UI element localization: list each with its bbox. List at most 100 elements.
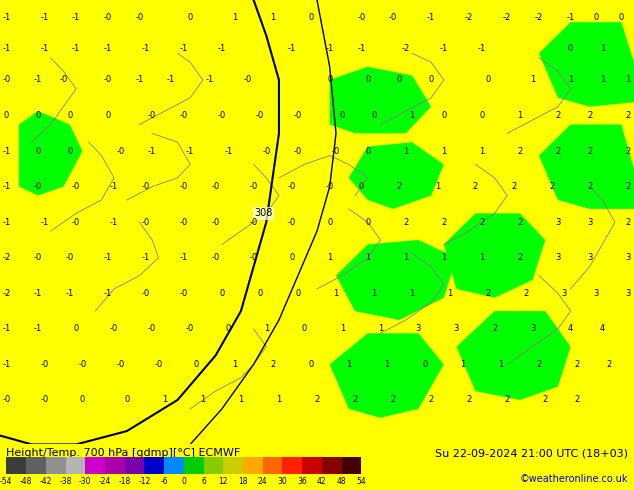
Text: 1: 1 <box>600 75 605 84</box>
Text: -0: -0 <box>389 13 398 22</box>
Text: 0: 0 <box>188 13 193 22</box>
Text: -1: -1 <box>427 13 436 22</box>
Text: -0: -0 <box>72 182 81 191</box>
Text: -1: -1 <box>179 253 188 262</box>
Text: 1: 1 <box>238 395 243 404</box>
Text: 2: 2 <box>492 324 497 333</box>
Text: -1: -1 <box>148 147 157 156</box>
Text: 1: 1 <box>625 75 630 84</box>
Text: -0: -0 <box>103 13 112 22</box>
Text: 1: 1 <box>460 360 465 369</box>
Text: -0: -0 <box>357 13 366 22</box>
Text: -0: -0 <box>287 218 296 227</box>
Text: Su 22-09-2024 21:00 UTC (18+03): Su 22-09-2024 21:00 UTC (18+03) <box>435 448 628 458</box>
Text: -1: -1 <box>110 218 119 227</box>
Text: -0: -0 <box>262 147 271 156</box>
Text: -1: -1 <box>477 45 486 53</box>
Text: 0: 0 <box>36 111 41 120</box>
Text: -18: -18 <box>119 477 131 486</box>
Text: -1: -1 <box>224 147 233 156</box>
Text: -1: -1 <box>65 289 74 298</box>
Text: -0: -0 <box>65 253 74 262</box>
Text: -1: -1 <box>72 45 81 53</box>
Polygon shape <box>539 22 634 107</box>
Text: -1: -1 <box>2 360 11 369</box>
Text: 3: 3 <box>593 289 598 298</box>
Text: 2: 2 <box>549 182 554 191</box>
Text: -42: -42 <box>39 477 52 486</box>
Text: -1: -1 <box>103 45 112 53</box>
Polygon shape <box>158 165 254 245</box>
Text: -0: -0 <box>40 360 49 369</box>
Polygon shape <box>178 4 349 89</box>
Text: -1: -1 <box>186 147 195 156</box>
Text: 1: 1 <box>448 289 453 298</box>
Text: -1: -1 <box>34 289 42 298</box>
Text: -1: -1 <box>2 218 11 227</box>
Text: 1: 1 <box>600 45 605 53</box>
Polygon shape <box>539 124 634 209</box>
Text: 0: 0 <box>422 360 427 369</box>
Polygon shape <box>317 0 634 444</box>
Text: 2: 2 <box>479 218 484 227</box>
Text: 3: 3 <box>416 324 421 333</box>
Text: -6: -6 <box>160 477 168 486</box>
Text: -0: -0 <box>72 218 81 227</box>
Text: 24: 24 <box>258 477 268 486</box>
Bar <box>26 457 46 474</box>
Text: 12: 12 <box>219 477 228 486</box>
Text: 1: 1 <box>232 13 237 22</box>
Text: 3: 3 <box>530 324 535 333</box>
Text: 0: 0 <box>124 395 129 404</box>
Text: 2: 2 <box>517 218 522 227</box>
Text: 0: 0 <box>365 218 370 227</box>
Text: -1: -1 <box>34 75 42 84</box>
Polygon shape <box>444 213 545 298</box>
Bar <box>145 457 164 474</box>
Text: ©weatheronline.co.uk: ©weatheronline.co.uk <box>519 474 628 484</box>
Text: 1: 1 <box>403 253 408 262</box>
Text: 2: 2 <box>625 182 630 191</box>
Text: 48: 48 <box>337 477 346 486</box>
Text: 0: 0 <box>181 477 186 486</box>
Text: -1: -1 <box>103 289 112 298</box>
Text: 4: 4 <box>568 324 573 333</box>
Text: 1: 1 <box>435 182 440 191</box>
Text: 2: 2 <box>625 147 630 156</box>
Text: -0: -0 <box>179 182 188 191</box>
Text: 2: 2 <box>625 111 630 120</box>
Text: 1: 1 <box>340 324 345 333</box>
Text: 3: 3 <box>555 218 560 227</box>
Text: -0: -0 <box>141 289 150 298</box>
Text: 0: 0 <box>327 75 332 84</box>
Text: 1: 1 <box>276 395 281 404</box>
Text: 1: 1 <box>479 147 484 156</box>
Polygon shape <box>190 231 317 320</box>
Polygon shape <box>114 320 266 444</box>
Text: -0: -0 <box>34 253 42 262</box>
Text: 1: 1 <box>365 253 370 262</box>
Text: 0: 0 <box>429 75 434 84</box>
Text: 3: 3 <box>454 324 459 333</box>
Text: -1: -1 <box>167 75 176 84</box>
Text: 2: 2 <box>536 360 541 369</box>
Text: 2: 2 <box>524 289 529 298</box>
Text: 0: 0 <box>302 324 307 333</box>
Text: 1: 1 <box>441 147 446 156</box>
Text: 0: 0 <box>4 111 9 120</box>
Text: -0: -0 <box>211 218 220 227</box>
Polygon shape <box>0 302 127 444</box>
Bar <box>243 457 262 474</box>
Text: 2: 2 <box>574 360 579 369</box>
Text: -0: -0 <box>287 182 296 191</box>
Text: 2: 2 <box>473 182 478 191</box>
Bar <box>164 457 184 474</box>
Text: 0: 0 <box>365 75 370 84</box>
Text: -0: -0 <box>59 75 68 84</box>
Bar <box>342 457 361 474</box>
Text: 0: 0 <box>67 111 72 120</box>
Text: 0: 0 <box>219 289 224 298</box>
Bar <box>223 457 243 474</box>
Bar <box>46 457 65 474</box>
Text: 0: 0 <box>257 289 262 298</box>
